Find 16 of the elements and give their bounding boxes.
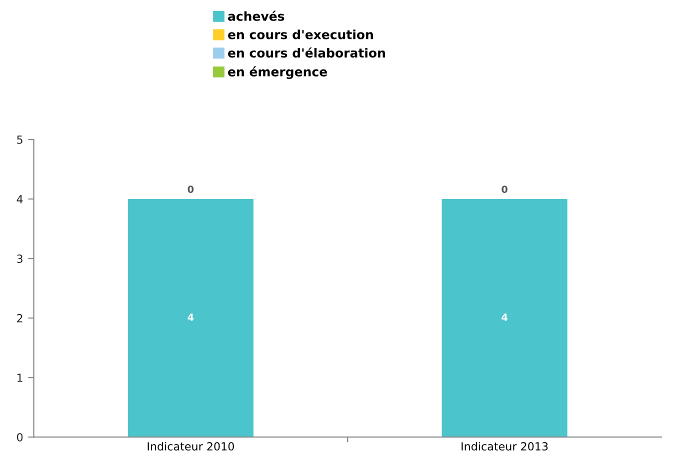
legend-label: achevés xyxy=(228,10,284,21)
y-tick-label: 3 xyxy=(17,254,22,263)
y-tick-label: 2 xyxy=(17,314,22,322)
legend-label: en cours d'execution xyxy=(228,30,373,40)
data-label: 4 xyxy=(502,314,508,321)
x-tick-label: Indicateur 2010 xyxy=(148,442,234,451)
y-tick-label: 1 xyxy=(17,374,22,382)
x-tick-label: Indicateur 2013 xyxy=(462,442,548,451)
legend-label: en émergence xyxy=(228,66,327,79)
y-tick-label: 5 xyxy=(17,136,22,144)
data-label: 4 xyxy=(188,314,194,321)
y-tick-label: 0 xyxy=(16,433,23,442)
legend-label: en cours d'élaboration xyxy=(228,47,385,58)
y-tick-label: 4 xyxy=(16,195,23,204)
data-label: 0 xyxy=(188,186,194,193)
data-label: 0 xyxy=(502,186,508,193)
